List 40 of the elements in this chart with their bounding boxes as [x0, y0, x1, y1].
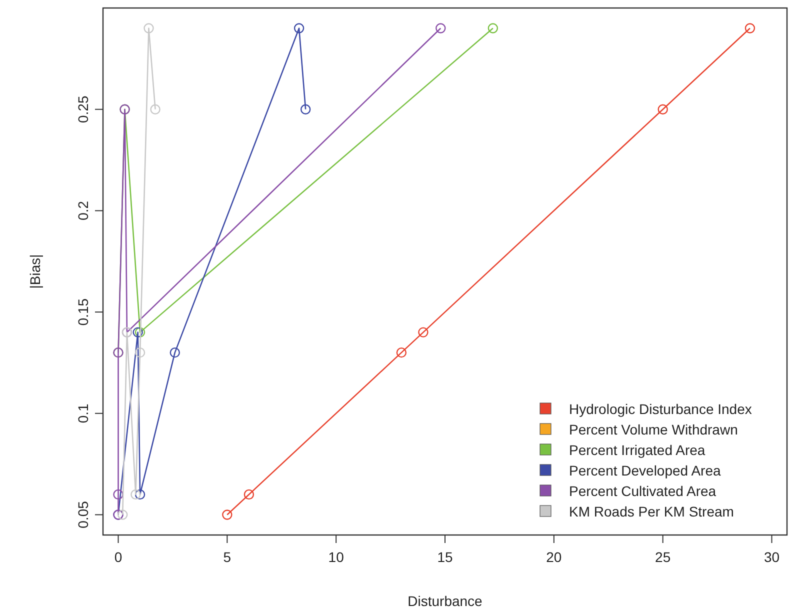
x-tick-label: 15: [437, 549, 453, 565]
point: [170, 347, 180, 358]
legend-label: Hydrologic Disturbance Index: [569, 401, 752, 417]
point: [396, 347, 407, 358]
x-tick-label: 25: [655, 549, 671, 565]
point: [130, 489, 141, 500]
point: [134, 327, 146, 338]
point: [144, 23, 154, 34]
y-tick-label: 0.25: [75, 96, 91, 123]
legend-label: KM Roads Per KM Stream: [569, 504, 734, 520]
x-tick-label: 0: [114, 549, 122, 565]
legend-label: Percent Volume Withdrawn: [569, 422, 738, 438]
x-tick-label: 30: [764, 549, 780, 565]
legend-label: Percent Cultivated Area: [569, 483, 716, 499]
point: [294, 23, 304, 34]
point: [418, 327, 428, 338]
point: [488, 23, 498, 34]
y-tick-label: 0.1: [75, 403, 91, 424]
point: [658, 104, 668, 114]
point: [132, 327, 143, 338]
x-axis-title: Disturbance: [408, 593, 483, 609]
y-tick-label: 0.15: [75, 298, 91, 326]
legend-label: Percent Developed Area: [569, 462, 721, 478]
point: [436, 23, 446, 34]
y-tick-label: 0.05: [75, 500, 91, 528]
point: [150, 104, 160, 114]
y-tick-label: 0.2: [75, 200, 91, 220]
point: [244, 489, 254, 500]
point: [113, 489, 124, 500]
point: [744, 23, 756, 34]
point: [118, 510, 128, 520]
point: [222, 510, 232, 520]
legend-label: Percent Irrigated Area: [569, 442, 706, 458]
point: [134, 347, 146, 358]
x-tick-label: 5: [223, 549, 232, 565]
point: [300, 104, 311, 114]
y-axis-title: |Bias|: [27, 254, 43, 289]
x-tick-label: 20: [546, 549, 562, 565]
point: [134, 489, 146, 500]
x-tick-label: 10: [328, 549, 344, 565]
